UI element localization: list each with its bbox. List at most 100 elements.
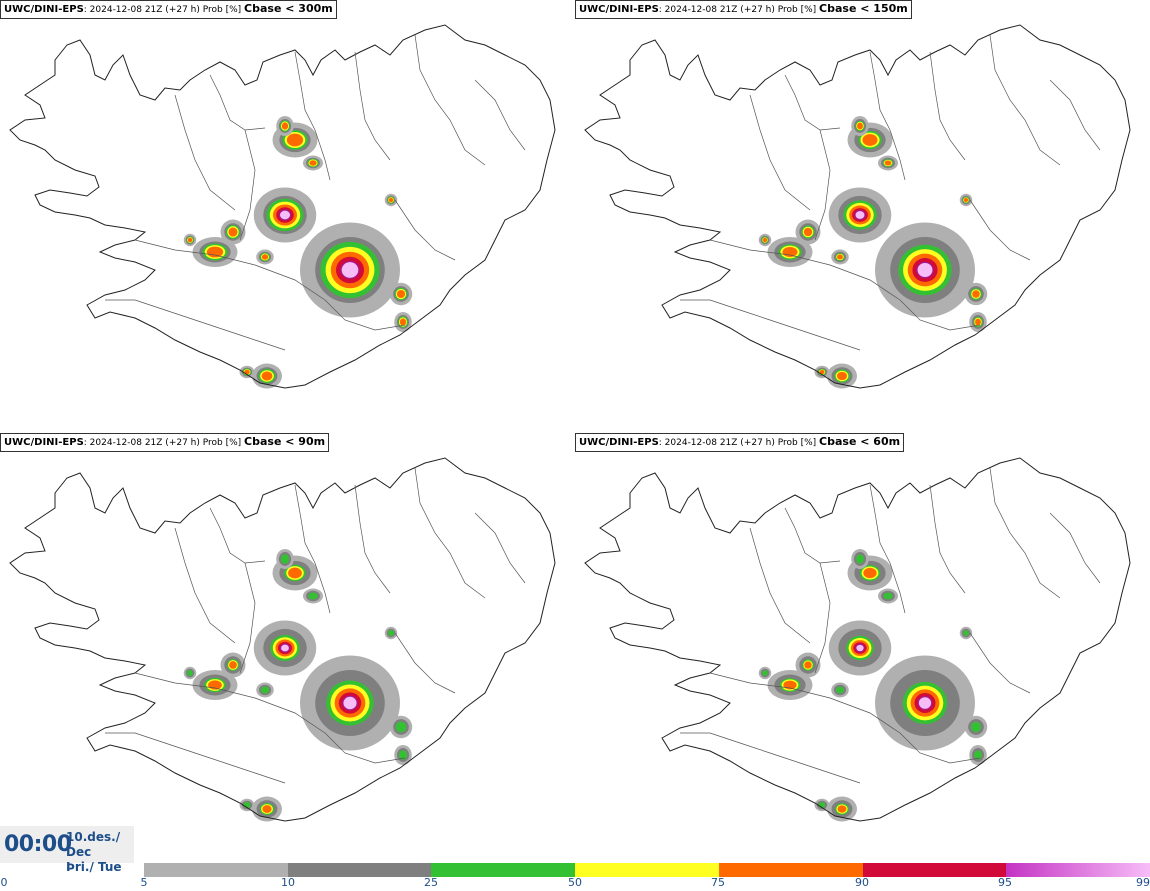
valid-date: 10.des./ Dec Þri./ Tue [66, 830, 134, 875]
colorbar-segment [718, 863, 863, 877]
region-boundary [174, 94, 236, 211]
probability-contour [762, 237, 768, 243]
cbase-threshold: Cbase < 150m [819, 2, 908, 15]
cbase-threshold: Cbase < 60m [819, 435, 901, 448]
map-layer [584, 24, 1131, 389]
coastline [584, 24, 1131, 389]
probability-contour [963, 630, 969, 636]
region-boundary [394, 632, 456, 694]
region-boundary [680, 732, 861, 784]
valid-date-line: 10.des./ Dec [66, 830, 121, 859]
probability-contour [916, 261, 934, 279]
model-name: UWC/DINI-EPS [579, 437, 659, 448]
colorbar-tick-label: 99 [1136, 876, 1150, 889]
probability-contour [187, 237, 193, 243]
map-layer [9, 24, 556, 389]
probability-contour [281, 122, 289, 130]
region-boundary [814, 129, 831, 241]
probability-contour [862, 134, 878, 146]
map-layer [584, 457, 1131, 822]
coastline [9, 457, 556, 822]
colorbar-segment [287, 863, 432, 877]
colorbar-tick-label: 95 [998, 876, 1012, 889]
region-boundary [784, 507, 841, 564]
probability-contour [975, 318, 981, 326]
probability-contour [288, 567, 302, 579]
panel-title: UWC/DINI-EPS: 2024-12-08 21Z (+27 h) Pro… [575, 433, 905, 452]
coastline [584, 457, 1131, 822]
probability-contour [803, 227, 813, 237]
run-info: : 2024-12-08 21Z (+27 h) Prob [%] [83, 5, 242, 15]
region-boundary [354, 484, 391, 594]
region-boundary [1049, 512, 1101, 584]
region-boundary [929, 51, 966, 161]
probability-contour [762, 670, 768, 676]
model-name: UWC/DINI-EPS [4, 4, 84, 15]
colorbar-segment [431, 863, 576, 877]
colorbar-tick-label: 50 [568, 876, 582, 889]
valid-time: 00:00 [4, 832, 72, 857]
probability-contour [286, 133, 304, 147]
iceland-map [9, 24, 556, 389]
region-boundary [239, 129, 256, 241]
probability-contour [396, 289, 406, 299]
probability-contour [856, 554, 864, 564]
colorbar-tick-label: 0 [0, 876, 8, 889]
region-boundary [709, 672, 901, 734]
map-panel-cbase-90m: UWC/DINI-EPS: 2024-12-08 21Z (+27 h) Pro… [0, 433, 575, 865]
model-name: UWC/DINI-EPS [4, 437, 84, 448]
probability-contour [262, 805, 272, 813]
region-boundary [394, 199, 456, 261]
colorbar-segment [575, 863, 720, 877]
region-boundary [969, 199, 1031, 261]
region-boundary [899, 299, 981, 331]
cbase-threshold: Cbase < 300m [244, 2, 333, 15]
map-panel-cbase-150m: UWC/DINI-EPS: 2024-12-08 21Z (+27 h) Pro… [575, 0, 1150, 432]
probability-contour [228, 227, 238, 237]
region-boundary [474, 79, 526, 151]
region-boundary [929, 484, 966, 594]
probability-contour [342, 695, 358, 711]
region-boundary [105, 732, 286, 784]
iceland-map [9, 457, 556, 822]
panel-title: UWC/DINI-EPS: 2024-12-08 21Z (+27 h) Pro… [575, 0, 912, 19]
probability-contour [280, 643, 290, 653]
map-panel-cbase-300m: UWC/DINI-EPS: 2024-12-08 21Z (+27 h) Pro… [0, 0, 575, 432]
probability-contour [883, 592, 893, 600]
probability-contour [399, 318, 407, 326]
colorbar-tick-label: 5 [140, 876, 148, 889]
colorbar-segment [862, 863, 1007, 877]
probability-contour [837, 254, 843, 260]
probability-contour [972, 290, 980, 298]
region-boundary [239, 562, 256, 674]
region-boundary [354, 51, 391, 161]
colorbar-segment [1006, 863, 1150, 877]
region-boundary [414, 34, 486, 166]
region-boundary [989, 34, 1061, 166]
probability-contour [229, 661, 237, 669]
run-info: : 2024-12-08 21Z (+27 h) Prob [%] [658, 438, 817, 448]
region-boundary [294, 51, 331, 181]
probability-colorbar [144, 863, 1150, 877]
probability-contour [261, 254, 269, 260]
valid-time-box: 00:00 10.des./ Dec Þri./ Tue [0, 826, 134, 874]
probability-contour [388, 630, 394, 636]
region-boundary [209, 507, 266, 564]
probability-contour [970, 721, 982, 733]
region-boundary [324, 732, 406, 764]
probability-contour [837, 805, 847, 813]
region-boundary [134, 672, 326, 734]
probability-contour [974, 750, 982, 760]
region-boundary [814, 562, 831, 674]
region-boundary [784, 74, 841, 131]
region-boundary [869, 484, 906, 614]
map-layer [9, 457, 556, 822]
probability-contour [855, 643, 865, 653]
probability-contour [280, 554, 290, 564]
region-boundary [134, 239, 326, 301]
probability-contour [187, 670, 193, 676]
probability-contour [836, 686, 844, 694]
colorbar-tick-label: 90 [855, 876, 869, 889]
region-boundary [474, 512, 526, 584]
probability-contour [340, 261, 360, 279]
